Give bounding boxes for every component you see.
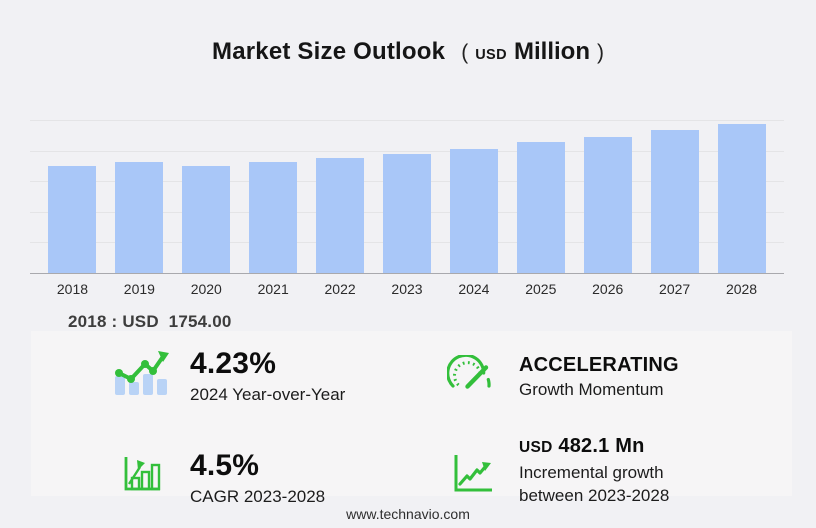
page-title: Market Size Outlook ( USD Million ) — [0, 38, 816, 66]
speedometer-icon — [446, 353, 495, 394]
bars-trendline-icon — [110, 349, 172, 400]
stat-growth-momentum: ACCELERATING Growth Momentum — [446, 351, 679, 401]
x-label-2026: 2026 — [592, 281, 624, 297]
bar-2021 — [249, 161, 298, 273]
stat-value: USD 482.1 Mn — [519, 434, 669, 460]
x-label-2021: 2021 — [257, 281, 289, 297]
bars-container — [39, 120, 775, 273]
x-label-2020: 2020 — [190, 281, 222, 297]
bar-2022 — [316, 157, 365, 273]
stat-value: 4.5% — [190, 449, 260, 482]
bar-2020 — [182, 165, 231, 273]
x-axis-labels: 2018 2019 2020 2021 2022 2023 2024 2025 2026 2027… — [39, 281, 775, 297]
x-label-2018: 2018 — [56, 281, 89, 297]
stat-label: 2024 Year-over-Year — [190, 385, 346, 404]
line-growth-icon — [452, 452, 494, 499]
bar-2028 — [717, 124, 766, 273]
base-year-value: 2018 : USD 1754.00 — [68, 312, 232, 331]
stat-cagr: 4.5% CAGR 2023-2028 — [123, 450, 325, 508]
title-paren-close: ) — [597, 41, 604, 64]
stat-year-over-year: 4.23% 2024 Year-over-Year — [110, 347, 345, 406]
bar-growth-icon — [123, 455, 161, 497]
bar-2024 — [449, 148, 498, 273]
gridline — [30, 150, 784, 152]
bar-2018 — [48, 166, 97, 273]
stat-incremental-growth: USD 482.1 Mn Incremental growth between … — [452, 434, 669, 507]
x-label-2019: 2019 — [123, 281, 155, 297]
stat-value: ACCELERATING — [519, 354, 679, 376]
bar-2023 — [382, 153, 431, 273]
x-label-2028: 2028 — [725, 281, 758, 297]
title-unit-scale: Million — [514, 38, 590, 65]
x-label-2027: 2027 — [659, 281, 691, 297]
bar-2027 — [650, 130, 699, 273]
x-label-2024: 2024 — [458, 281, 490, 297]
x-label-2022: 2022 — [324, 281, 356, 297]
bar-chart-plot-area — [30, 120, 784, 274]
bar-2026 — [583, 136, 632, 273]
stat-value-amount: 482.1 Mn — [558, 435, 645, 457]
stat-label: Growth Momentum — [519, 380, 664, 399]
title-unit-currency: USD — [475, 47, 508, 63]
gridline — [30, 120, 784, 121]
stat-label: Incremental growth — [519, 463, 664, 482]
stat-label-line2: between 2023-2028 — [519, 486, 670, 505]
title-text: Market Size Outlook — [212, 38, 446, 65]
bar-2025 — [516, 142, 565, 273]
stat-label: CAGR 2023-2028 — [190, 487, 326, 506]
x-label-2023: 2023 — [391, 281, 423, 297]
stat-value: 4.23% — [190, 347, 277, 380]
bar-2019 — [115, 161, 164, 273]
title-paren-open: ( — [461, 41, 469, 64]
stat-value-currency: USD — [519, 439, 553, 456]
x-label-2025: 2025 — [525, 281, 557, 297]
website-url: www.technavio.com — [346, 506, 470, 522]
